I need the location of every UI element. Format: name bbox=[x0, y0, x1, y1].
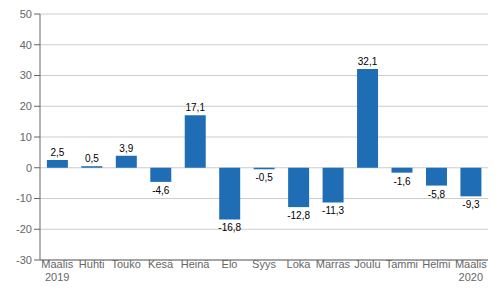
svg-text:-9,3: -9,3 bbox=[462, 199, 480, 210]
svg-text:-5,8: -5,8 bbox=[428, 189, 446, 200]
svg-text:30: 30 bbox=[20, 69, 32, 81]
svg-text:-20: -20 bbox=[16, 223, 32, 235]
svg-text:Maalis2020: Maalis2020 bbox=[455, 258, 487, 283]
svg-text:2,5: 2,5 bbox=[50, 147, 64, 158]
svg-text:32,1: 32,1 bbox=[358, 56, 378, 67]
svg-text:10: 10 bbox=[20, 131, 32, 143]
svg-text:40: 40 bbox=[20, 39, 32, 51]
svg-text:20: 20 bbox=[20, 100, 32, 112]
svg-text:17,1: 17,1 bbox=[186, 102, 206, 113]
svg-text:Huhti: Huhti bbox=[79, 258, 105, 270]
svg-text:Syys: Syys bbox=[252, 258, 276, 270]
svg-text:3,9: 3,9 bbox=[119, 143, 133, 154]
svg-text:-1,6: -1,6 bbox=[393, 176, 411, 187]
svg-text:-0,5: -0,5 bbox=[256, 172, 274, 183]
svg-text:Marras: Marras bbox=[316, 258, 351, 270]
svg-text:Helmi: Helmi bbox=[422, 258, 450, 270]
svg-text:-11,3: -11,3 bbox=[322, 205, 344, 216]
svg-text:0: 0 bbox=[26, 162, 32, 174]
svg-text:Touko: Touko bbox=[111, 258, 140, 270]
svg-text:Maalis2019: Maalis2019 bbox=[41, 258, 73, 283]
svg-text:Elo: Elo bbox=[222, 258, 238, 270]
svg-text:Loka: Loka bbox=[287, 258, 312, 270]
svg-text:-10: -10 bbox=[16, 192, 32, 204]
svg-text:-12,8: -12,8 bbox=[287, 210, 310, 221]
svg-text:Tammi: Tammi bbox=[386, 258, 418, 270]
svg-text:Joulu: Joulu bbox=[354, 258, 380, 270]
svg-text:Kesä: Kesä bbox=[148, 258, 174, 270]
svg-text:0,5: 0,5 bbox=[85, 153, 99, 164]
svg-text:Heinä: Heinä bbox=[181, 258, 211, 270]
svg-text:50: 50 bbox=[20, 8, 32, 20]
svg-text:-30: -30 bbox=[16, 254, 32, 266]
svg-text:-16,8: -16,8 bbox=[218, 222, 241, 233]
svg-text:-4,6: -4,6 bbox=[152, 185, 170, 196]
